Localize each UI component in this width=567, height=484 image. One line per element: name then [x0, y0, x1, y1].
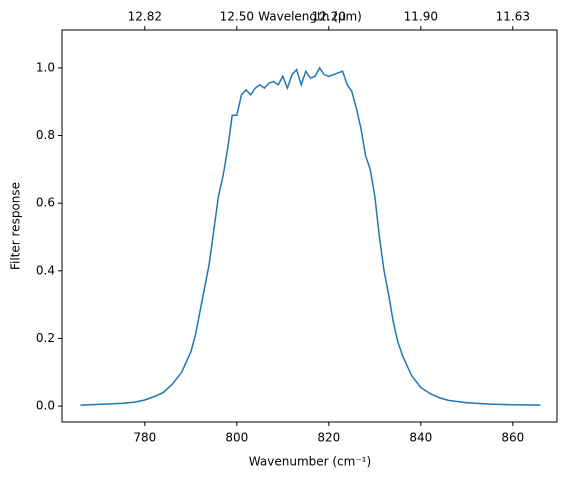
line	[80, 66, 541, 406]
x-tick-label: 780	[133, 431, 156, 445]
x2-tick-label: 11.63	[496, 10, 530, 24]
y-tick-label: 0.0	[36, 399, 55, 413]
y-tick-label: 0.4	[36, 263, 55, 277]
x-axis-label: Wavenumber (cm⁻¹)	[249, 455, 371, 469]
x-tick-label: 820	[317, 431, 340, 445]
x-tick-label: 840	[409, 431, 432, 445]
y-tick-label: 0.6	[36, 196, 55, 210]
y-tick-label: 0.8	[36, 128, 55, 142]
x-tick-label: 800	[225, 431, 248, 445]
x2-tick-label: 12.82	[128, 10, 162, 24]
x2-axis-label: Wavelength (μm)	[258, 10, 362, 24]
x2-tick-label: 12.20	[312, 10, 346, 24]
y-axis-label: Filter response	[9, 182, 23, 270]
x2-tick-label: 11.90	[404, 10, 438, 24]
y-tick-label: 0.2	[36, 331, 55, 345]
x-tick-label: 860	[501, 431, 524, 445]
plot-frame	[61, 29, 558, 423]
y-tick-label: 1.0	[36, 60, 55, 74]
x2-tick-label: 12.50	[220, 10, 254, 24]
